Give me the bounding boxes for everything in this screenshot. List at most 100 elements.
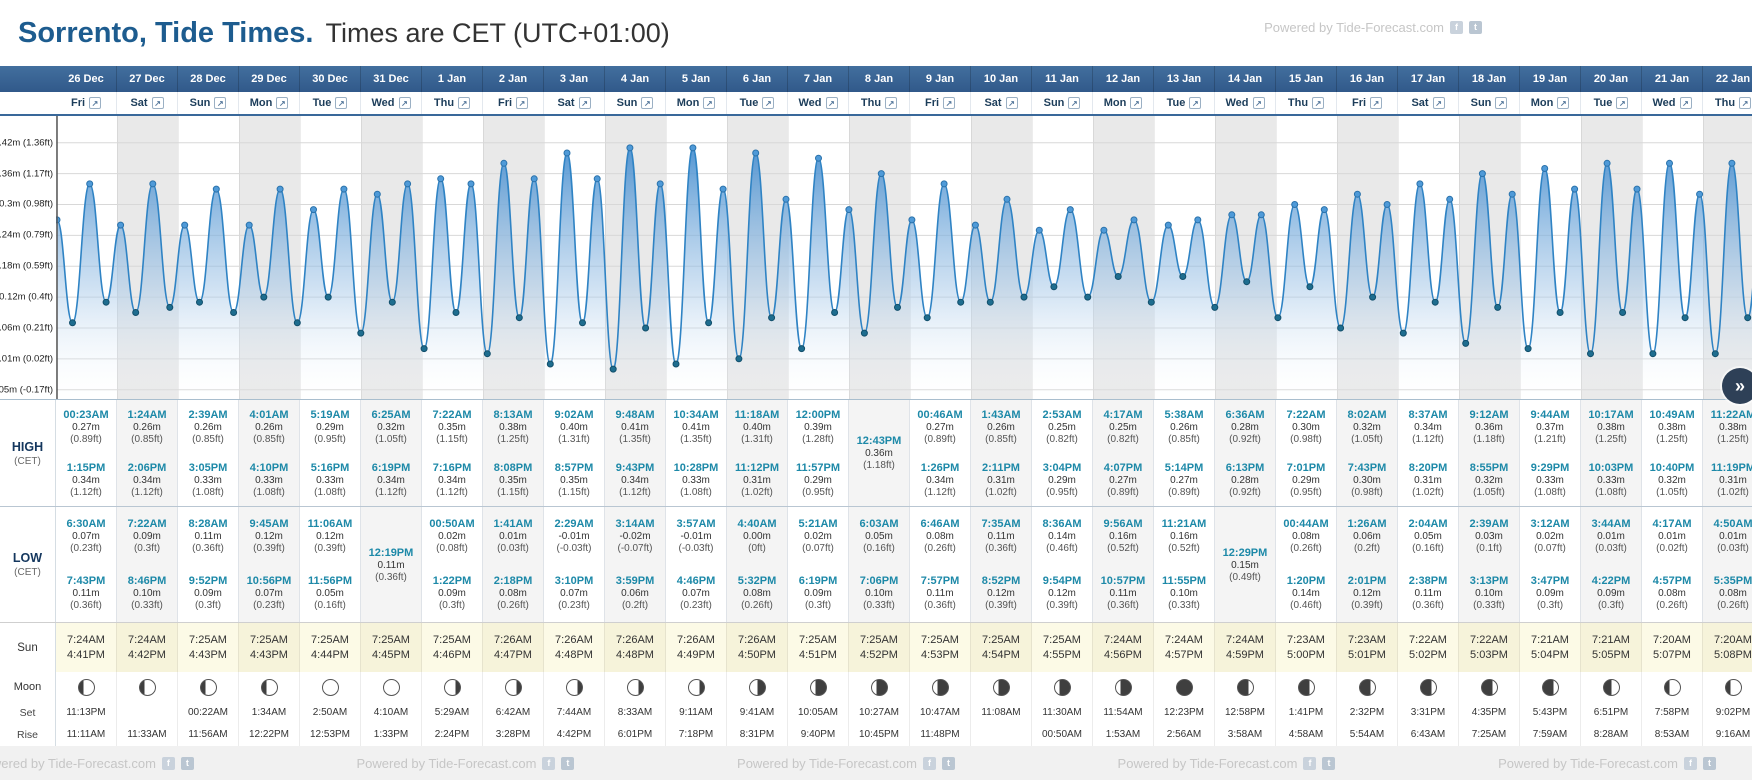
twitter-icon[interactable]: t	[941, 756, 955, 770]
facebook-icon[interactable]: f	[1450, 21, 1463, 34]
expand-day-icon[interactable]: ↗	[516, 97, 529, 109]
tide-entry: 00:50AM 0.02m (0.08ft)	[422, 507, 482, 565]
weekday-cell[interactable]: Wed ↗	[788, 92, 849, 114]
sunset-time: 4:48PM	[555, 649, 593, 661]
facebook-icon[interactable]: f	[542, 756, 556, 770]
weekday-cell[interactable]: Sun ↗	[1032, 92, 1093, 114]
weekday-cell[interactable]: Wed ↗	[1215, 92, 1276, 114]
date-cell: 19 Jan	[1520, 66, 1581, 92]
weekday-cell[interactable]: Thu ↗	[849, 92, 910, 114]
expand-day-icon[interactable]: ↗	[458, 97, 471, 109]
expand-day-icon[interactable]: ↗	[762, 97, 775, 109]
expand-day-icon[interactable]: ↗	[1312, 97, 1325, 109]
weekday-cell[interactable]: Tue ↗	[1154, 92, 1215, 114]
tide-height-ft: (0.85ft)	[192, 433, 224, 445]
powered-by-text: Powered by Tide-Forecast.com	[1498, 755, 1678, 771]
twitter-icon[interactable]: t	[1469, 21, 1482, 34]
low-tide-point	[420, 345, 428, 353]
twitter-icon[interactable]: t	[1322, 756, 1336, 770]
high-tide-point	[1194, 216, 1202, 224]
weekday-cell[interactable]: Sun ↗	[178, 92, 239, 114]
expand-day-icon[interactable]: ↗	[398, 97, 411, 109]
expand-day-icon[interactable]: ↗	[1005, 97, 1018, 109]
sunset-time: 5:08PM	[1714, 649, 1752, 661]
weekday-cell[interactable]: Fri ↗	[483, 92, 544, 114]
tide-entry: 9:45AM 0.12m (0.39ft)	[239, 507, 299, 565]
expand-day-icon[interactable]: ↗	[1739, 97, 1752, 109]
tide-entry: 5:21AM 0.02m (0.07ft)	[788, 507, 848, 565]
low-tide-cell: 6:03AM 0.05m (0.16ft) 7:06PM 0.10m (0.33ft)	[849, 507, 910, 622]
expand-day-icon[interactable]: ↗	[89, 97, 102, 109]
expand-day-icon[interactable]: ↗	[703, 97, 716, 109]
weekday-cell[interactable]: Wed ↗	[361, 92, 422, 114]
facebook-icon[interactable]: f	[922, 756, 936, 770]
twitter-icon[interactable]: t	[1702, 756, 1716, 770]
twitter-icon[interactable]: t	[180, 756, 194, 770]
tide-time: 3:14AM	[615, 517, 655, 530]
tide-height-ft: (0.36ft)	[1412, 600, 1444, 612]
facebook-icon[interactable]: f	[1303, 756, 1317, 770]
twitter-icon[interactable]: t	[561, 756, 575, 770]
weekday-cell[interactable]: Sat ↗	[117, 92, 178, 114]
weekday-cell[interactable]: Fri ↗	[1337, 92, 1398, 114]
sunset-time: 4:45PM	[372, 649, 410, 661]
next-days-button[interactable]: »	[1722, 368, 1752, 404]
weekday-cell[interactable]: Sat ↗	[544, 92, 605, 114]
weekday-cell[interactable]: Thu ↗	[1703, 92, 1752, 114]
weekday-cell[interactable]: Tue ↗	[1581, 92, 1642, 114]
expand-day-icon[interactable]: ↗	[1495, 97, 1508, 109]
weekday-cell[interactable]: Thu ↗	[1276, 92, 1337, 114]
expand-day-icon[interactable]: ↗	[1130, 97, 1143, 109]
tide-time: 7:43PM	[66, 575, 106, 588]
tide-height-m: 0.34m	[621, 474, 649, 486]
powered-by-link[interactable]: Powered by Tide-Forecast.com ft	[0, 756, 194, 771]
sun-times-cell: 7:26AM 4:49PM	[666, 623, 727, 672]
expand-day-icon[interactable]: ↗	[1432, 97, 1445, 109]
weekday-cell[interactable]: Mon ↗	[1093, 92, 1154, 114]
weekday-cell[interactable]: Fri ↗	[910, 92, 971, 114]
expand-day-icon[interactable]: ↗	[1557, 97, 1570, 109]
weekday-cell[interactable]: Sun ↗	[1459, 92, 1520, 114]
weekday-cell[interactable]: Tue ↗	[727, 92, 788, 114]
expand-day-icon[interactable]: ↗	[885, 97, 898, 109]
tide-height-ft: (0.46ft)	[1046, 542, 1078, 554]
expand-day-icon[interactable]: ↗	[1189, 97, 1202, 109]
weekday-cell[interactable]: Wed ↗	[1642, 92, 1703, 114]
expand-day-icon[interactable]: ↗	[943, 97, 956, 109]
expand-day-icon[interactable]: ↗	[578, 97, 591, 109]
expand-day-icon[interactable]: ↗	[825, 97, 838, 109]
weekday-cell[interactable]: Mon ↗	[666, 92, 727, 114]
expand-day-icon[interactable]: ↗	[151, 97, 164, 109]
expand-day-icon[interactable]: ↗	[276, 97, 289, 109]
expand-day-icon[interactable]: ↗	[1370, 97, 1383, 109]
expand-day-icon[interactable]: ↗	[214, 97, 227, 109]
weekday-cell[interactable]: Thu ↗	[422, 92, 483, 114]
weekday-cell[interactable]: Sun ↗	[605, 92, 666, 114]
expand-day-icon[interactable]: ↗	[1616, 97, 1629, 109]
weekday-cell[interactable]: Sat ↗	[971, 92, 1032, 114]
tide-entry: 2:39AM 0.03m (0.1ft)	[1459, 507, 1519, 565]
tide-time: 5:38AM	[1164, 408, 1204, 421]
moon-phase-icon	[870, 678, 888, 696]
powered-by-link[interactable]: Powered by Tide-Forecast.com f t	[1264, 20, 1482, 35]
weekday-cell[interactable]: Fri ↗	[56, 92, 117, 114]
expand-day-icon[interactable]: ↗	[641, 97, 654, 109]
tide-entry: 7:57PM 0.11m (0.36ft)	[910, 565, 970, 623]
expand-day-icon[interactable]: ↗	[335, 97, 348, 109]
weekday-cell[interactable]: Mon ↗	[1520, 92, 1581, 114]
expand-day-icon[interactable]: ↗	[1679, 97, 1692, 109]
expand-day-icon[interactable]: ↗	[1068, 97, 1081, 109]
facebook-icon[interactable]: f	[1683, 756, 1697, 770]
weekday-cell[interactable]: Tue ↗	[300, 92, 361, 114]
date-cell: 13 Jan	[1154, 66, 1215, 92]
weekday-cell[interactable]: Mon ↗	[239, 92, 300, 114]
tide-height-m: 0.10m	[865, 588, 893, 600]
facebook-icon[interactable]: f	[161, 756, 175, 770]
expand-day-icon[interactable]: ↗	[1252, 97, 1265, 109]
low-tide-point	[260, 293, 268, 301]
weekday-cell[interactable]: Sat ↗	[1398, 92, 1459, 114]
